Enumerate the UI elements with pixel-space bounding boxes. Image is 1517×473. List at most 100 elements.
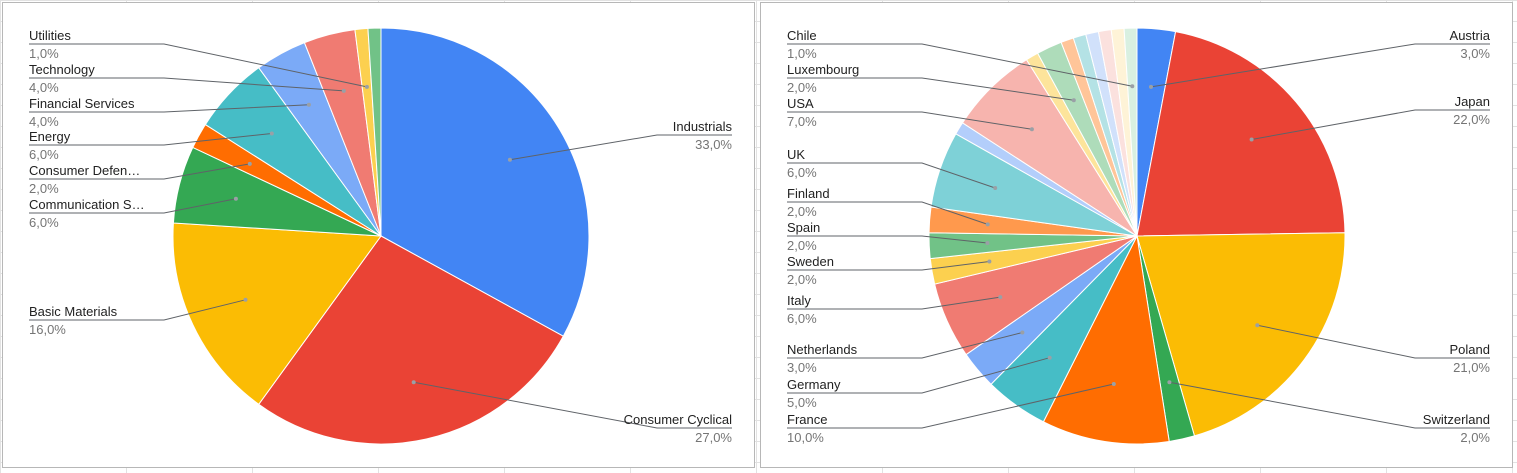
slice-percent-utilities: 1,0% <box>29 46 59 61</box>
pie-slice-poland[interactable] <box>1136 232 1346 437</box>
slice-label-finland: Finland <box>787 186 830 201</box>
slice-label-luxembourg: Luxembourg <box>787 62 859 77</box>
slice-percent-france: 10,0% <box>787 430 824 445</box>
leader-dot-basic-materials <box>243 297 248 302</box>
leader-dot-usa <box>1029 127 1034 132</box>
slice-label-basic-materials: Basic Materials <box>29 304 118 319</box>
slice-percent-austria: 3,0% <box>1460 46 1490 61</box>
chart-panel-countries[interactable]: Austria 3,0% Japan 22,0% Poland 21,0% Switzerl… <box>760 2 1513 468</box>
slice-label-switzerland: Switzerland <box>1423 412 1490 427</box>
slice-label-poland: Poland <box>1450 342 1490 357</box>
leader-line-netherlands <box>787 332 1023 359</box>
leader-dot-france <box>1111 382 1116 386</box>
leader-line-energy <box>29 133 272 146</box>
leader-dot-consumer-cyclical <box>411 380 416 385</box>
leader-dot-technology <box>341 88 346 93</box>
leader-dot-energy <box>269 131 274 136</box>
leader-dot-sweden <box>987 259 992 264</box>
leader-line-industrials <box>509 134 732 161</box>
slice-percent-spain: 2,0% <box>787 238 817 253</box>
slice-percent-chile: 1,0% <box>787 46 817 61</box>
slice-label-austria: Austria <box>1450 28 1491 43</box>
leader-dot-germany <box>1047 355 1052 360</box>
leader-line-austria <box>1150 43 1490 88</box>
leader-line-utilities <box>29 43 368 88</box>
leader-line-switzerland <box>1169 381 1490 429</box>
leader-line-france <box>787 383 1114 429</box>
leader-line-chile <box>787 43 1133 87</box>
leader-line-italy <box>787 296 1001 310</box>
leader-dot-utilities <box>364 84 369 89</box>
slice-percent-energy: 6,0% <box>29 147 59 162</box>
leader-line-luxembourg <box>787 77 1074 101</box>
slice-label-spain: Spain <box>787 220 820 235</box>
pie-slice-unlabeled-9[interactable] <box>367 27 382 237</box>
slice-percent-uk: 6,0% <box>787 165 817 180</box>
slice-labels: Industrials 33,0% Consumer Cyclical 27,0% Ba… <box>29 28 732 445</box>
pie-slice-chile[interactable] <box>1123 27 1138 237</box>
slice-percent-switzerland: 2,0% <box>1460 430 1490 445</box>
slice-label-consumer-defen: Consumer Defen… <box>29 163 140 178</box>
slice-label-uk: UK <box>787 147 805 162</box>
leader-line-germany <box>787 357 1050 394</box>
pie-slice-japan[interactable] <box>1136 31 1346 237</box>
leader-line-uk <box>787 162 996 189</box>
slice-label-france: France <box>787 412 827 427</box>
pie-slice-industrials[interactable] <box>380 27 590 337</box>
leader-dot-financial-services <box>306 102 311 107</box>
slice-percent-consumer-cyclical: 27,0% <box>695 430 732 445</box>
leader-line-japan <box>1251 109 1490 140</box>
slice-percent-basic-materials: 16,0% <box>29 322 66 337</box>
slice-label-communication-s: Communication S… <box>29 197 145 212</box>
leader-dot-netherlands <box>1020 330 1025 335</box>
pie-slices <box>928 27 1346 445</box>
slice-percent-japan: 22,0% <box>1453 112 1490 127</box>
leader-line-communication-s <box>29 198 236 214</box>
leader-dot-chile <box>1130 84 1135 89</box>
slice-percent-industrials: 33,0% <box>695 137 732 152</box>
slice-label-industrials: Industrials <box>673 119 733 134</box>
leader-line-financial-services <box>29 104 309 113</box>
leader-dot-industrials <box>507 157 512 162</box>
leader-dot-consumer-defen <box>247 161 252 166</box>
leader-line-usa <box>787 111 1032 130</box>
leader-line-spain <box>787 235 988 244</box>
slice-label-chile: Chile <box>787 28 817 43</box>
leader-dot-luxembourg <box>1071 98 1076 103</box>
leader-line-technology <box>29 77 344 92</box>
leader-dot-switzerland <box>1167 380 1172 385</box>
leader-dot-austria <box>1149 84 1153 89</box>
leader-dot-spain <box>985 241 990 245</box>
pie-slices <box>172 27 590 445</box>
leader-dot-japan <box>1249 137 1254 142</box>
slice-label-usa: USA <box>787 96 814 111</box>
leader-dot-poland <box>1255 323 1260 328</box>
slice-percent-finland: 2,0% <box>787 204 817 219</box>
leader-line-basic-materials <box>29 299 246 321</box>
slice-label-japan: Japan <box>1455 94 1490 109</box>
slice-label-italy: Italy <box>787 293 811 308</box>
slice-percent-consumer-defen: 2,0% <box>29 181 59 196</box>
slice-label-financial-services: Financial Services <box>29 96 135 111</box>
leader-line-consumer-defen <box>29 163 250 180</box>
slice-percent-technology: 4,0% <box>29 80 59 95</box>
pie-slice-basic-materials[interactable] <box>172 222 382 405</box>
pie-slice-consumer-cyclical[interactable] <box>258 235 564 445</box>
chart-panel-sectors[interactable]: Industrials 33,0% Consumer Cyclical 27,0% Ba… <box>2 2 755 468</box>
leader-dot-italy <box>998 295 1003 300</box>
slice-label-netherlands: Netherlands <box>787 342 858 357</box>
slice-percent-financial-services: 4,0% <box>29 114 59 129</box>
slice-percent-sweden: 2,0% <box>787 272 817 287</box>
sector-pie-chart[interactable]: Industrials 33,0% Consumer Cyclical 27,0% Ba… <box>3 3 756 469</box>
slice-percent-luxembourg: 2,0% <box>787 80 817 95</box>
leader-line-finland <box>787 201 988 225</box>
leader-dot-uk <box>993 186 998 190</box>
leader-line-sweden <box>787 261 990 271</box>
leader-line-consumer-cyclical <box>413 381 732 429</box>
pie-slice-france[interactable] <box>1042 234 1170 445</box>
country-pie-chart[interactable]: Austria 3,0% Japan 22,0% Poland 21,0% Switzerl… <box>761 3 1514 469</box>
slice-label-technology: Technology <box>29 62 95 77</box>
slice-label-germany: Germany <box>787 377 841 392</box>
slice-percent-germany: 5,0% <box>787 395 817 410</box>
slice-percent-netherlands: 3,0% <box>787 360 817 375</box>
